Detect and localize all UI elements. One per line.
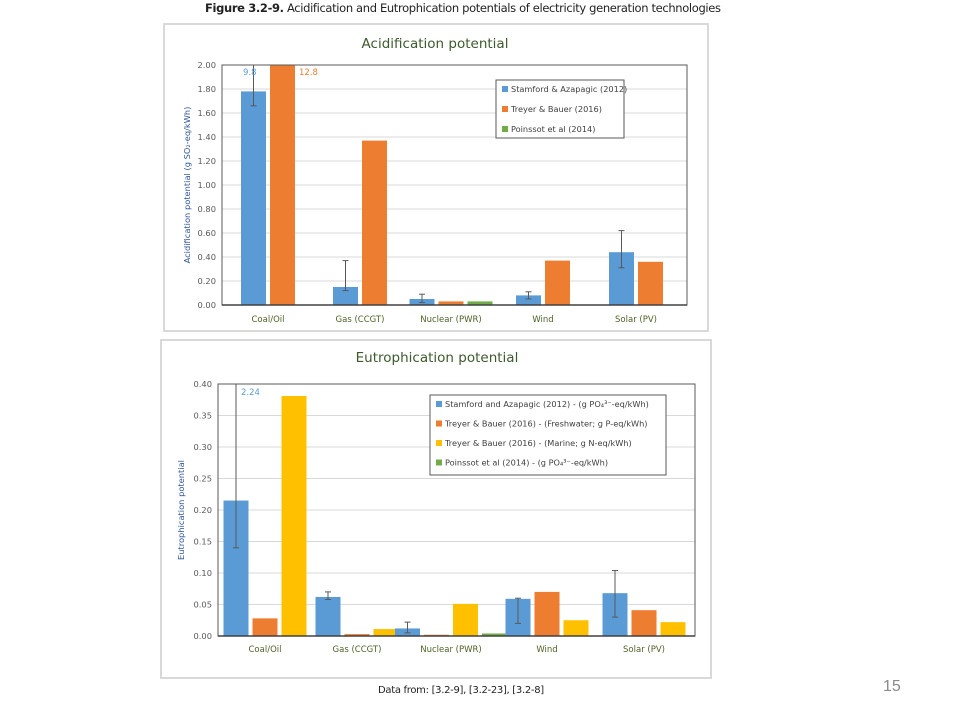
acid-y-tick-label: 0.60 — [198, 228, 216, 238]
acid-y-tick-label: 1.80 — [198, 84, 216, 94]
eutro-bar — [281, 395, 307, 636]
acid-bar — [467, 301, 493, 305]
acid-legend-swatch — [502, 106, 508, 112]
acid-off-scale-annotation: 9.8 — [243, 68, 257, 78]
figure-caption-text: Acidification and Eutrophication potenti… — [286, 1, 721, 15]
eutro-category-label: Gas (CCGT) — [333, 645, 382, 655]
acid-y-tick-label: 0.40 — [198, 252, 216, 262]
acid-off-scale-annotation: 12.8 — [299, 68, 318, 78]
acid-y-tick-label: 1.20 — [198, 156, 216, 166]
eutro-chart-title: Eutrophication potential — [356, 350, 519, 366]
eutro-category-label: Nuclear (PWR) — [420, 645, 481, 655]
eutro-bar — [315, 596, 341, 636]
eutro-category-label: Coal/Oil — [249, 645, 282, 655]
acid-category-label: Nuclear (PWR) — [420, 315, 481, 325]
acid-y-tick-label: 1.40 — [198, 132, 216, 142]
eutro-bar — [631, 610, 657, 636]
eutro-y-tick-label: 0.35 — [194, 411, 212, 421]
eutro-legend-swatch — [436, 440, 442, 446]
acid-legend-label: Treyer & Bauer (2016) — [510, 104, 602, 114]
acid-y-tick-label: 0.80 — [198, 204, 216, 214]
eutro-legend-swatch — [436, 459, 442, 466]
eutro-bar — [252, 618, 278, 636]
acid-bar — [438, 301, 464, 305]
acid-bar — [270, 65, 295, 305]
acid-y-tick-label: 2.00 — [198, 60, 216, 70]
acid-chart-title: Acidification potential — [362, 36, 509, 52]
acid-category-label: Wind — [532, 315, 553, 325]
acid-legend-label: Poinssot et al (2014) — [511, 124, 595, 134]
eutro-y-tick-label: 0.05 — [194, 600, 212, 610]
acid-category-label: Gas (CCGT) — [336, 315, 385, 325]
figure-caption: Figure 3.2-9. Acidification and Eutrophi… — [205, 1, 721, 15]
acid-bar — [545, 260, 570, 305]
acid-bar — [516, 295, 541, 305]
eutro-y-tick-label: 0.00 — [194, 631, 212, 641]
eutro-legend-box — [429, 394, 667, 476]
eutro-category-label: Wind — [536, 645, 557, 655]
eutro-y-tick-label: 0.15 — [194, 537, 212, 547]
eutro-y-tick-label: 0.20 — [194, 505, 212, 515]
eutro-bar — [482, 633, 507, 636]
eutro-bar — [344, 634, 370, 636]
eutro-y-tick-label: 0.40 — [194, 379, 212, 389]
acid-legend-swatch — [502, 126, 508, 132]
acid-legend-box — [495, 79, 625, 139]
page-number: 15 — [883, 678, 901, 695]
acid-bar — [241, 91, 266, 306]
eutro-bar — [660, 622, 686, 636]
eutro-legend-swatch — [436, 420, 442, 427]
eutro-y-axis-label: Eutrophication potential — [176, 460, 186, 560]
acid-bar — [362, 140, 387, 305]
eutro-legend-label: Treyer & Bauer (2016) - (Freshwater; g P… — [444, 419, 647, 429]
eutro-y-tick-label: 0.10 — [194, 568, 212, 578]
acid-y-tick-label: 1.00 — [198, 180, 216, 190]
eutro-off-scale-annotation: 2.24 — [241, 388, 260, 398]
eutro-legend-swatch — [436, 401, 442, 407]
acid-legend-label: Stamford & Azapagic (2012) — [511, 84, 627, 94]
acid-category-label: Solar (PV) — [615, 315, 657, 325]
acid-bar — [333, 287, 358, 305]
acid-bar — [638, 261, 663, 305]
eutro-bar — [534, 591, 560, 636]
data-source-note: Data from: [3.2-9], [3.2-23], [3.2-8] — [378, 685, 544, 696]
eutro-legend-label: Stamford and Azapagic (2012) - (g PO₄³⁻-… — [445, 399, 649, 409]
eutro-y-tick-label: 0.30 — [194, 442, 212, 452]
eutro-legend-label: Poinssot et al (2014) - (g PO₄³⁻-eq/kWh) — [445, 458, 608, 468]
eutro-bar — [453, 603, 478, 636]
eutro-bar — [563, 620, 589, 636]
eutro-bar — [373, 629, 399, 636]
figure-label: Figure 3.2-9. — [205, 1, 284, 15]
acid-y-tick-label: 1.60 — [198, 108, 216, 118]
acid-legend-swatch — [502, 86, 508, 92]
acid-y-tick-label: 0.00 — [198, 300, 216, 310]
eutro-legend-label: Treyer & Bauer (2016) - (Marine; g N-eq/… — [444, 438, 632, 448]
eutro-category-label: Solar (PV) — [623, 645, 665, 655]
acid-category-label: Coal/Oil — [252, 315, 285, 325]
eutro-y-tick-label: 0.25 — [194, 474, 212, 484]
acid-y-axis-label: Acidification potential (g SO₂-eq/kWh) — [182, 107, 192, 264]
acid-y-tick-label: 0.20 — [198, 276, 216, 286]
